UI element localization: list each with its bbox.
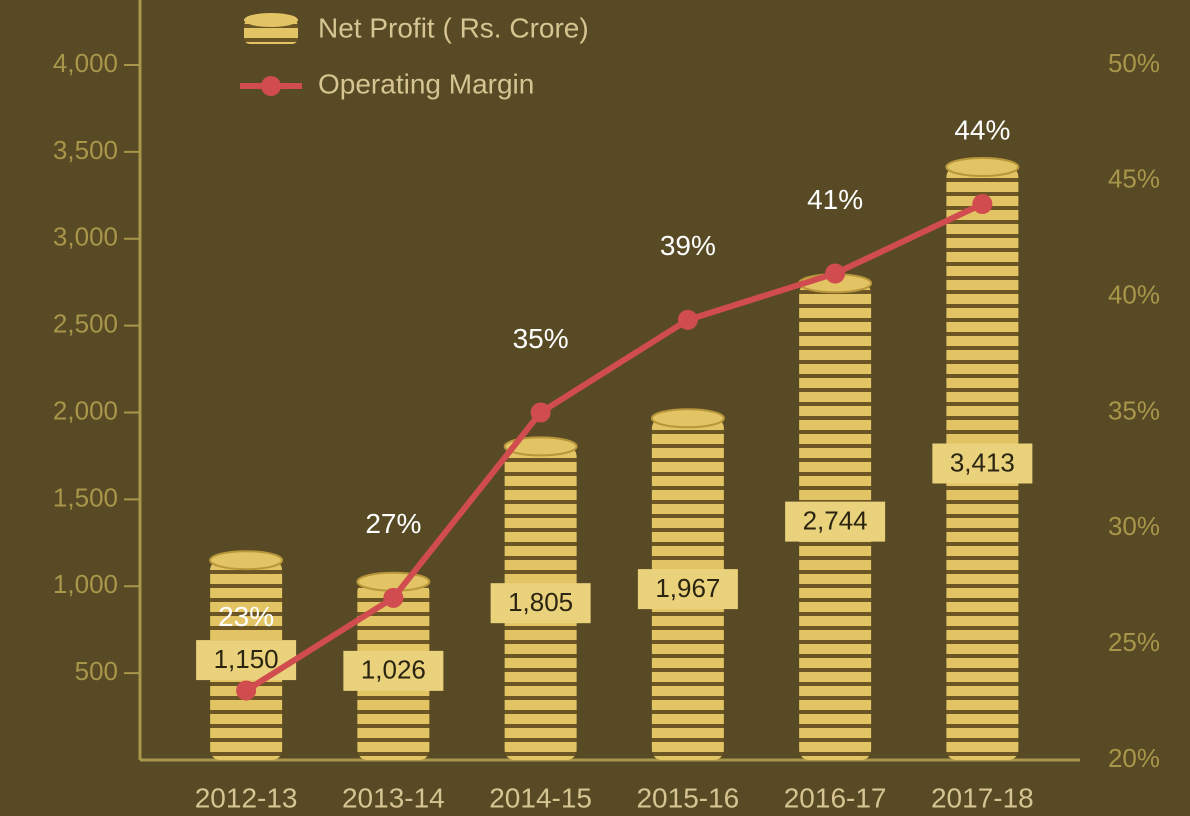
point xyxy=(972,194,993,214)
point xyxy=(383,587,404,608)
y2-tick-label: 30% xyxy=(1108,511,1160,541)
y-tick-label: 1,000 xyxy=(53,569,118,599)
coin-top xyxy=(945,156,1020,177)
value-label: 39% xyxy=(660,230,716,261)
y-tick-label: 3,000 xyxy=(53,222,118,252)
coin-top xyxy=(650,408,725,429)
x-tick-label: 2013-14 xyxy=(342,782,445,813)
coin-top xyxy=(503,436,578,457)
value-label: 23% xyxy=(218,601,274,632)
y-tick-label: 2,000 xyxy=(53,395,118,425)
value-label: 1,150 xyxy=(214,644,279,674)
point xyxy=(825,263,846,284)
y2-tick-label: 25% xyxy=(1108,627,1160,657)
legend-label: Operating Margin xyxy=(318,68,534,99)
y2-tick-label: 35% xyxy=(1108,395,1160,425)
value-label: 44% xyxy=(954,114,1010,145)
value-label-box xyxy=(343,650,444,691)
line xyxy=(244,201,984,694)
y2-tick-label: 45% xyxy=(1108,164,1160,194)
x-tick-label: 2016-17 xyxy=(784,782,887,813)
value-label-box xyxy=(637,569,738,610)
x-tick-label: 2012-13 xyxy=(195,782,298,813)
x-tick-label: 2017-18 xyxy=(931,782,1034,813)
value-label: 35% xyxy=(513,323,569,354)
value-label-box xyxy=(932,443,1033,484)
y2-tick-label: 20% xyxy=(1108,743,1160,773)
value-label: 41% xyxy=(807,184,863,215)
point xyxy=(677,309,698,330)
value-label-box xyxy=(785,501,886,542)
value-label-box xyxy=(196,640,297,681)
y-tick-label: 1,500 xyxy=(53,482,118,512)
y2-tick-label: 50% xyxy=(1108,48,1160,78)
x-tick-label: 2014-15 xyxy=(489,782,592,813)
coin-top xyxy=(209,550,284,571)
y2-tick-label: 40% xyxy=(1108,280,1160,310)
value-label-box xyxy=(490,583,591,624)
y-tick-label: 2,500 xyxy=(53,309,118,339)
point xyxy=(236,680,257,701)
value-label: 2,744 xyxy=(803,505,868,535)
value-label: 3,413 xyxy=(950,447,1015,477)
y-tick-label: 500 xyxy=(75,656,118,686)
x-tick-label: 2015-16 xyxy=(636,782,739,813)
legend-point xyxy=(261,76,281,96)
point xyxy=(530,402,551,423)
y-tick-label: 3,500 xyxy=(53,135,118,165)
legend-coin-top xyxy=(244,13,298,27)
y-tick-label: 4,000 xyxy=(53,48,118,78)
legend-label: Net Profit ( Rs. Crore) xyxy=(318,12,589,43)
value-label: 27% xyxy=(365,508,421,539)
value-label: 1,967 xyxy=(655,573,720,603)
value-label: 1,026 xyxy=(361,655,426,685)
value-label: 1,805 xyxy=(508,587,573,617)
